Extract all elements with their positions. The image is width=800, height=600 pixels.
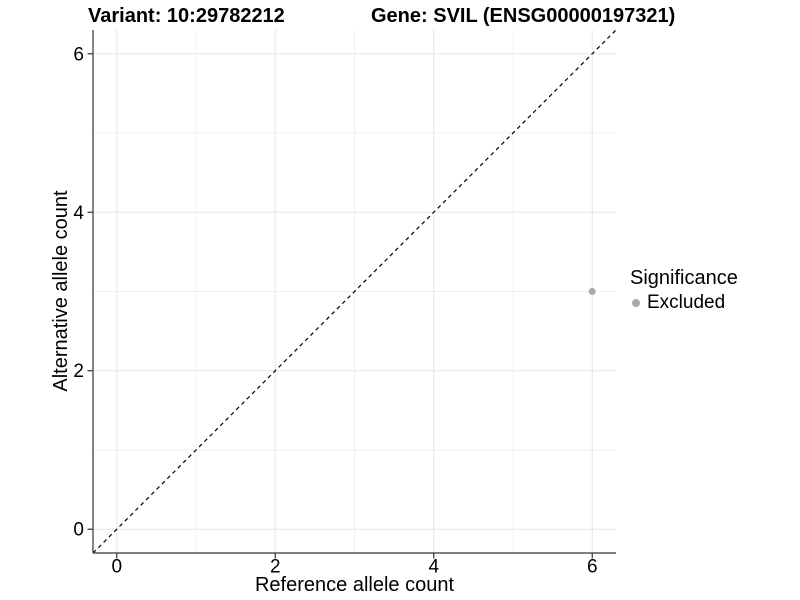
legend: Significance Excluded: [630, 266, 738, 314]
identity-line: [92, 29, 617, 554]
legend-entry-excluded: Excluded: [630, 292, 738, 314]
gene-title: Gene: SVIL (ENSG00000197321): [371, 5, 676, 27]
legend-key-dot: [632, 299, 640, 307]
y-tick-label: 4: [73, 203, 84, 224]
legend-entry-label: Excluded: [647, 292, 726, 313]
y-tick-label: 6: [73, 44, 84, 65]
x-tick-label: 4: [428, 557, 439, 578]
legend-title: Significance: [630, 267, 738, 289]
x-tick-label: 0: [111, 557, 122, 578]
y-tick-label: 0: [73, 520, 84, 541]
y-axis-title: Alternative allele count: [50, 190, 72, 392]
y-tick-label: 2: [73, 361, 84, 382]
x-tick-label: 2: [270, 557, 281, 578]
x-axis-title: Reference allele count: [254, 574, 454, 596]
data-point: [588, 288, 596, 295]
x-tick-label: 6: [587, 557, 598, 578]
variant-title: Variant: 10:29782212: [88, 5, 285, 27]
